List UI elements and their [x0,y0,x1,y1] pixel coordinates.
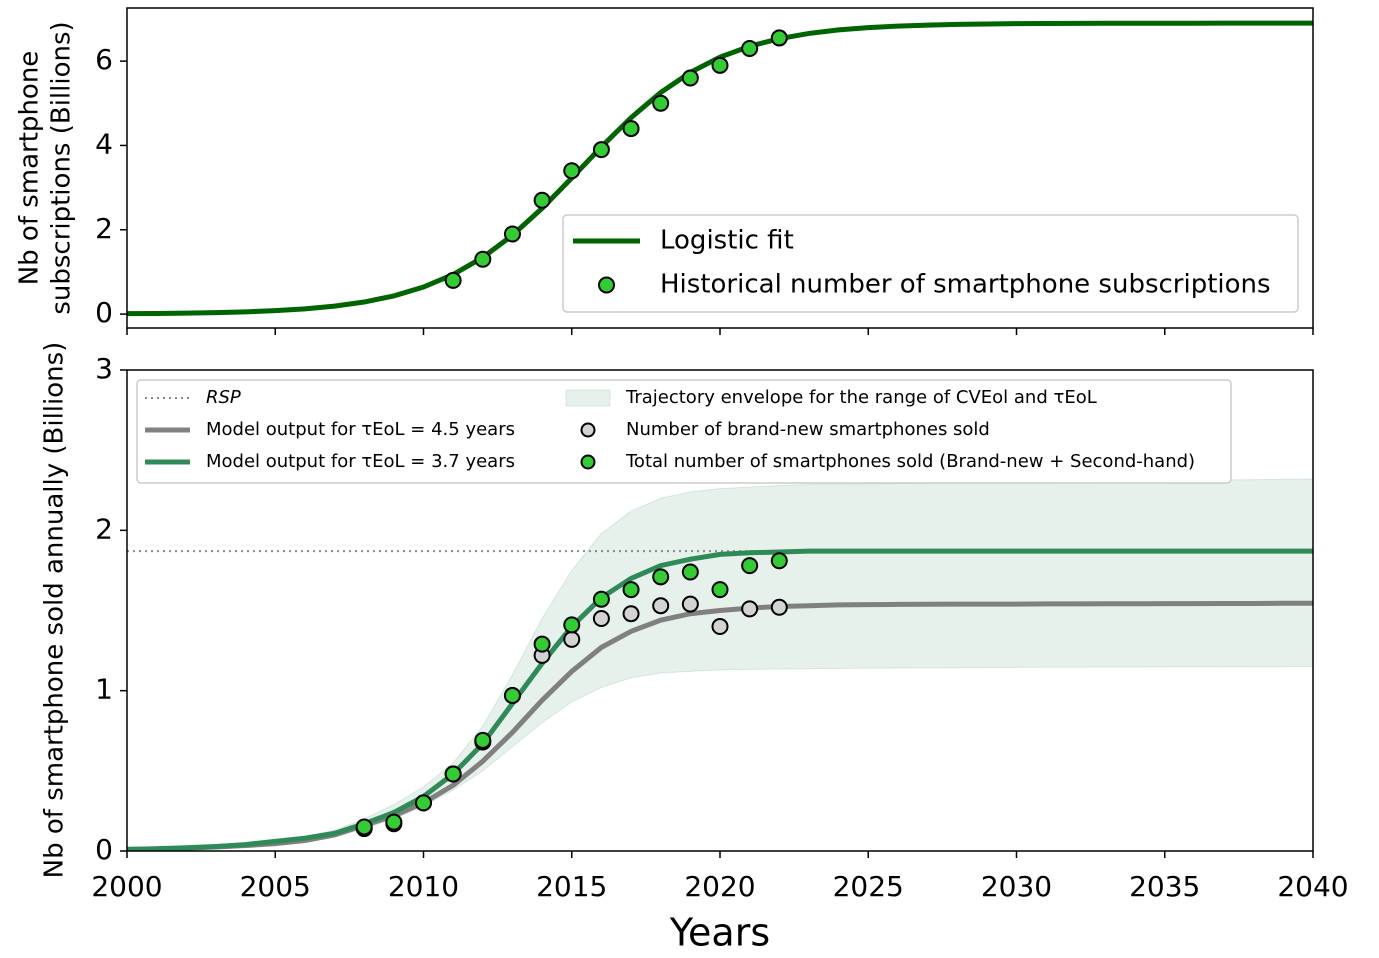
point [385,813,403,831]
point [622,120,640,138]
y-axis-label: Nb of smartphone [15,51,45,286]
legend: RSP Model output for τEoL = 4.5 years Mode… [136,379,1232,484]
point [563,162,581,180]
y-tick-label: 3 [95,352,113,385]
legend-swatch [565,389,611,407]
legend-box [136,379,1232,484]
y-tick-label: 0 [95,296,113,329]
y-axis-label: subscriptions (Billions) [47,21,77,314]
point [444,271,462,289]
point [592,590,610,608]
point [711,618,729,636]
point [681,595,699,613]
line [127,548,1313,851]
point [563,630,581,648]
point [681,69,699,87]
x-tick-label: 2025 [833,870,904,903]
point [622,605,640,623]
legend-label: Number of brand-new smartphones sold [626,419,990,440]
legend-swatch [580,454,596,470]
point [681,563,699,581]
point [770,598,788,616]
legend-swatch [598,276,615,294]
point [355,818,373,836]
point [652,94,670,112]
legend-label: Logistic fit [660,226,794,256]
point [770,552,788,570]
y-axis-label: Nb of smartphone sold annually (Billions… [40,342,70,879]
point [592,141,610,159]
legend-label: Model output for τEoL = 3.7 years [206,451,515,472]
y-tick-label: 1 [95,673,113,706]
legend-label: Model output for τEoL = 4.5 years [206,419,515,440]
legend-label: Trajectory envelope for the range of CVE… [625,387,1097,408]
x-tick-label: 2035 [1129,870,1200,903]
point [474,731,492,749]
legend-label: Historical number of smartphone subscrip… [660,270,1271,300]
x-axis-label: Years [669,911,770,955]
x-tick-label: 2030 [981,870,1052,903]
subplot: 2000 2005 2010 2015 2020 2025 2030 2035 2040 0 1 2 3… [40,342,1349,955]
point [503,225,521,243]
envelope [127,478,1313,850]
y-tick-label: 2 [95,212,113,245]
x-tick-label: 2015 [536,870,607,903]
subplot: 0 2 4 6 Nb of smartphone subscriptions (Billi… [15,7,1314,335]
point [741,39,759,57]
point [563,616,581,634]
x-tick-label: 2020 [684,870,755,903]
point [415,794,432,812]
legend: Logistic fit Historical number of smartph… [562,214,1299,313]
axes-frame [126,369,1314,852]
point [503,686,521,704]
x-tick-label: 2005 [240,870,311,903]
point [652,568,670,586]
point [444,765,462,783]
point [741,600,759,618]
legend-box [562,214,1299,313]
point [592,610,610,628]
point [652,597,670,615]
plot-area [127,478,1313,851]
point [770,29,788,47]
point [474,250,492,268]
point [533,635,551,653]
axes-frame [126,7,1314,329]
y-tick-label: 2 [95,512,113,545]
y-tick-label: 4 [95,127,113,160]
point [741,557,759,575]
x-tick-label: 2000 [91,870,162,903]
point [711,56,729,74]
legend-label: RSP [206,387,241,408]
x-tick-label: 2040 [1277,870,1348,903]
legend-label: Total number of smartphones sold (Brand-… [625,451,1195,472]
y-tick-label: 0 [95,833,113,866]
point [711,581,729,599]
y-tick-label: 6 [95,43,113,76]
point [622,581,640,599]
x-tick-label: 2010 [388,870,459,903]
point [533,191,551,209]
legend-swatch [580,422,596,438]
